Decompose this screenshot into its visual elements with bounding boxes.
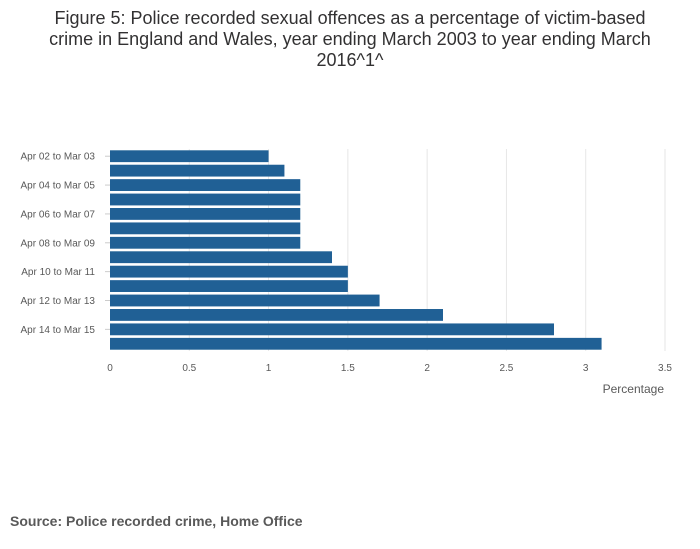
bar[interactable] xyxy=(110,309,443,321)
y-tick-label: Apr 12 to Mar 13 xyxy=(21,296,96,307)
x-axis-label: Percentage xyxy=(603,382,665,396)
x-tick-label: 3.5 xyxy=(658,363,672,374)
y-axis-ticks: Apr 02 to Mar 03 Apr 04 to Mar 05 Apr 06 t… xyxy=(21,152,110,336)
x-tick-label: 2 xyxy=(424,363,430,374)
y-tick-label: Apr 04 to Mar 05 xyxy=(21,181,96,192)
y-tick-label: Apr 08 to Mar 09 xyxy=(21,238,96,249)
bar[interactable] xyxy=(110,236,301,249)
x-tick-label: 0.5 xyxy=(182,363,196,374)
x-tick-label: 3 xyxy=(583,363,589,374)
bar[interactable] xyxy=(110,208,301,220)
y-tick-label: Apr 06 to Mar 07 xyxy=(21,209,96,220)
bar[interactable] xyxy=(110,294,380,307)
y-tick-label: Apr 10 to Mar 11 xyxy=(21,267,95,278)
y-tick-label: Apr 02 to Mar 03 xyxy=(21,152,96,163)
bar[interactable] xyxy=(110,179,301,191)
chart-title-line-3: 2016^1^ xyxy=(316,50,384,70)
x-axis-ticks: 0 0.5 1 1.5 2 2.5 3 3.5 xyxy=(107,363,672,374)
bar[interactable] xyxy=(110,164,285,177)
chart-title-line-2: crime in England and Wales, year ending … xyxy=(49,29,651,49)
bar[interactable] xyxy=(110,222,301,235)
bar[interactable] xyxy=(110,280,348,292)
bars xyxy=(110,150,602,350)
x-tick-label: 0 xyxy=(107,363,113,374)
x-tick-label: 2.5 xyxy=(499,363,513,374)
x-tick-label: 1 xyxy=(266,363,272,374)
bar[interactable] xyxy=(110,251,332,264)
x-tick-label: 1.5 xyxy=(341,363,355,374)
y-tick-label: Apr 14 to Mar 15 xyxy=(21,325,96,336)
source-note: Source: Police recorded crime, Home Offi… xyxy=(10,513,303,529)
bar[interactable] xyxy=(110,337,602,350)
chart-title: Figure 5: Police recorded sexual offence… xyxy=(0,8,700,71)
bar[interactable] xyxy=(110,150,269,163)
chart-title-line-1: Figure 5: Police recorded sexual offence… xyxy=(54,8,646,28)
bar[interactable] xyxy=(110,265,348,278)
bar[interactable] xyxy=(110,193,301,206)
bar[interactable] xyxy=(110,323,554,336)
